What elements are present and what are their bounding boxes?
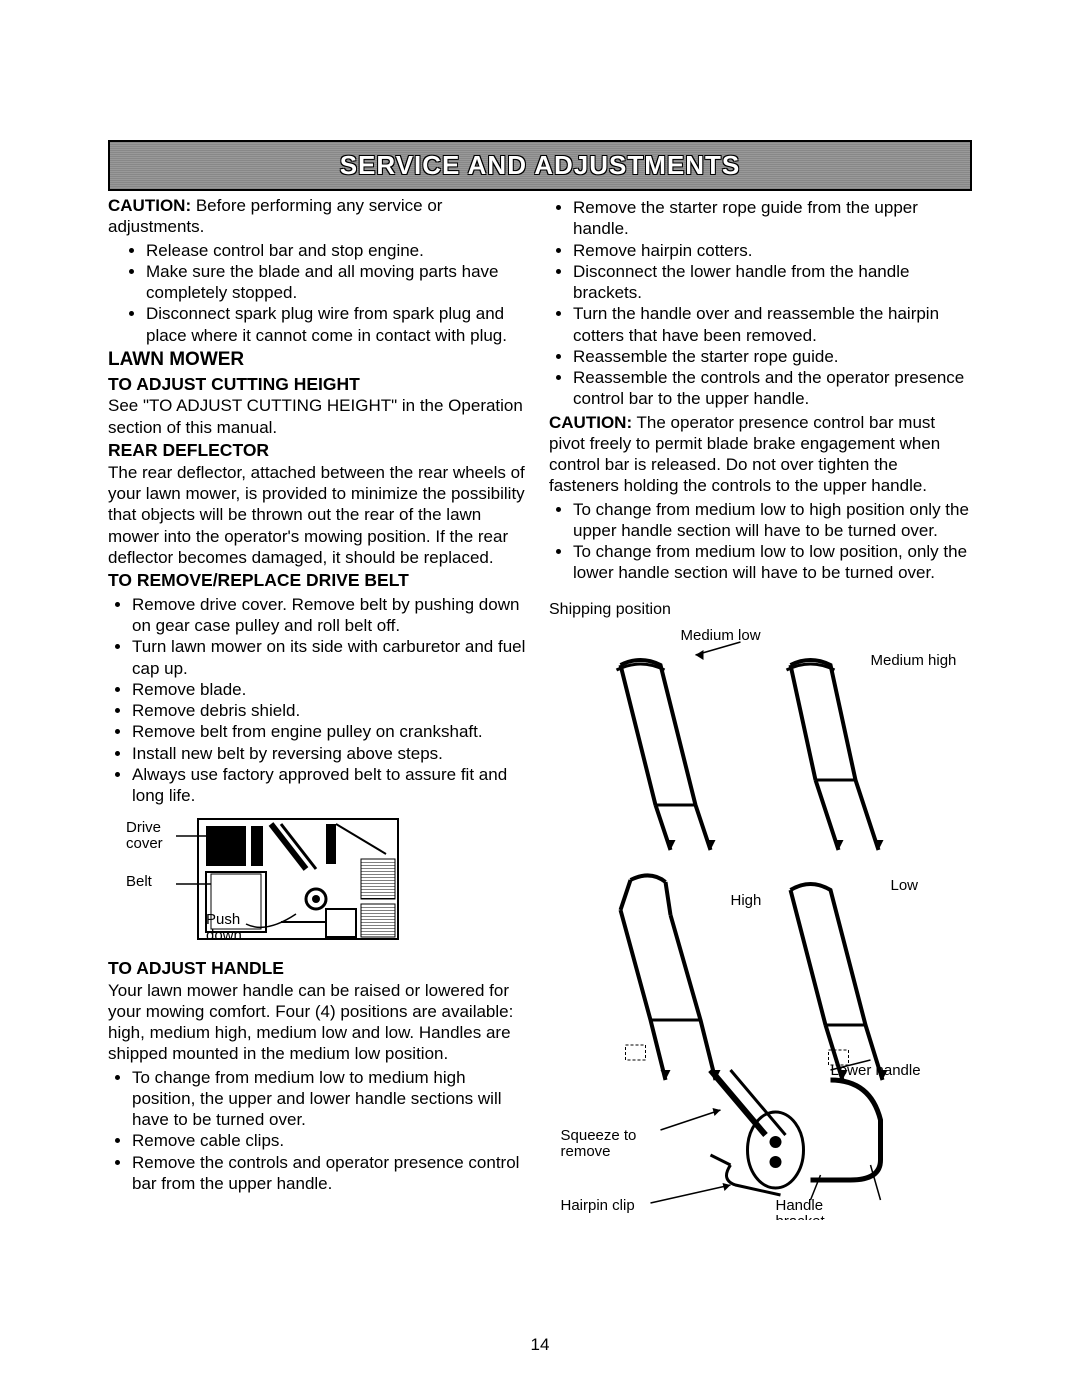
right-top-list: Remove the starter rope guide from the u… <box>549 197 972 410</box>
adjust-handle-text: Your lawn mower handle can be raised or … <box>108 980 531 1065</box>
adjust-handle-list: To change from medium low to medium high… <box>108 1067 531 1195</box>
change-list: To change from medium low to high positi… <box>549 499 972 584</box>
left-column: CAUTION: Before performing any service o… <box>108 195 531 1225</box>
rear-deflector-heading: REAR DEFLECTOR <box>108 440 531 462</box>
low-icon <box>791 884 888 1080</box>
right-caution-block: CAUTION: The operator presence control b… <box>549 412 972 497</box>
svg-text:cover: cover <box>126 835 163 852</box>
squeeze-label: Squeeze to <box>561 1127 637 1144</box>
rear-deflector-text: The rear deflector, attached between the… <box>108 462 531 568</box>
caution-label: CAUTION: <box>108 196 191 215</box>
section-header: SERVICE AND ADJUSTMENTS <box>108 140 972 191</box>
caution-block: CAUTION: Before performing any service o… <box>108 195 531 238</box>
list-item: Reassemble the controls and the operator… <box>573 367 972 410</box>
list-item: Always use factory approved belt to assu… <box>132 764 531 807</box>
list-item: Remove hairpin cotters. <box>573 240 972 261</box>
drive-belt-diagram: Drive cover Belt Push down <box>126 814 406 944</box>
list-item: To change from medium low to medium high… <box>132 1067 531 1131</box>
low-label: Low <box>891 877 919 894</box>
list-item: Remove the controls and operator presenc… <box>132 1152 531 1195</box>
section-title: SERVICE AND ADJUSTMENTS <box>340 150 741 180</box>
page-number: 14 <box>0 1335 1080 1355</box>
list-item: Remove cable clips. <box>132 1130 531 1151</box>
adjust-cutting-heading: TO ADJUST CUTTING HEIGHT <box>108 374 531 396</box>
drive-belt-heading: TO REMOVE/REPLACE DRIVE BELT <box>108 570 531 592</box>
caution-label: CAUTION: <box>549 413 632 432</box>
belt-label: Belt <box>126 873 153 890</box>
high-icon <box>621 875 721 1080</box>
svg-text:remove: remove <box>561 1143 611 1160</box>
list-item: Remove debris shield. <box>132 700 531 721</box>
medium-low-label: Medium low <box>681 627 761 644</box>
bracket-detail-icon <box>651 1060 881 1203</box>
list-item: Reassemble the starter rope guide. <box>573 346 972 367</box>
hairpin-label: Hairpin clip <box>561 1197 635 1214</box>
list-item: Release control bar and stop engine. <box>146 240 531 261</box>
list-item: Remove blade. <box>132 679 531 700</box>
manual-page: SERVICE AND ADJUSTMENTS CAUTION: Before … <box>0 0 1080 1375</box>
list-item: Remove belt from engine pulley on cranks… <box>132 721 531 742</box>
list-item: Turn the handle over and reassemble the … <box>573 303 972 346</box>
svg-text:bracket: bracket <box>776 1213 826 1220</box>
list-item: Disconnect the lower handle from the han… <box>573 261 972 304</box>
list-item: Remove the starter rope guide from the u… <box>573 197 972 240</box>
list-item: Install new belt by reversing above step… <box>132 743 531 764</box>
bracket-label: Handle <box>776 1197 824 1214</box>
medium-high-label: Medium high <box>871 652 957 669</box>
list-item: Turn lawn mower on its side with carbure… <box>132 636 531 679</box>
drive-belt-list: Remove drive cover. Remove belt by pushi… <box>108 594 531 807</box>
shipping-position-label: Shipping position <box>549 600 972 620</box>
handle-positions-diagram: Medium low Medium high High Low Lower ha… <box>549 620 972 1220</box>
svg-text:down: down <box>206 927 242 944</box>
two-column-layout: CAUTION: Before performing any service o… <box>108 195 972 1225</box>
push-label: Push <box>206 911 240 928</box>
medium-high-icon <box>787 660 884 850</box>
caution-list: Release control bar and stop engine. Mak… <box>108 240 531 346</box>
medium-low-icon <box>617 660 716 850</box>
list-item: Disconnect spark plug wire from spark pl… <box>146 303 531 346</box>
list-item: Make sure the blade and all moving parts… <box>146 261 531 304</box>
list-item: To change from medium low to high positi… <box>573 499 972 542</box>
lawn-mower-heading: LAWN MOWER <box>108 348 531 372</box>
right-column: Remove the starter rope guide from the u… <box>549 195 972 1225</box>
adjust-cutting-text: See "TO ADJUST CUTTING HEIGHT" in the Op… <box>108 395 531 438</box>
list-item: To change from medium low to low positio… <box>573 541 972 584</box>
high-label: High <box>731 892 762 909</box>
adjust-handle-heading: TO ADJUST HANDLE <box>108 958 531 980</box>
drive-cover-label: Drive <box>126 819 161 836</box>
list-item: Remove drive cover. Remove belt by pushi… <box>132 594 531 637</box>
